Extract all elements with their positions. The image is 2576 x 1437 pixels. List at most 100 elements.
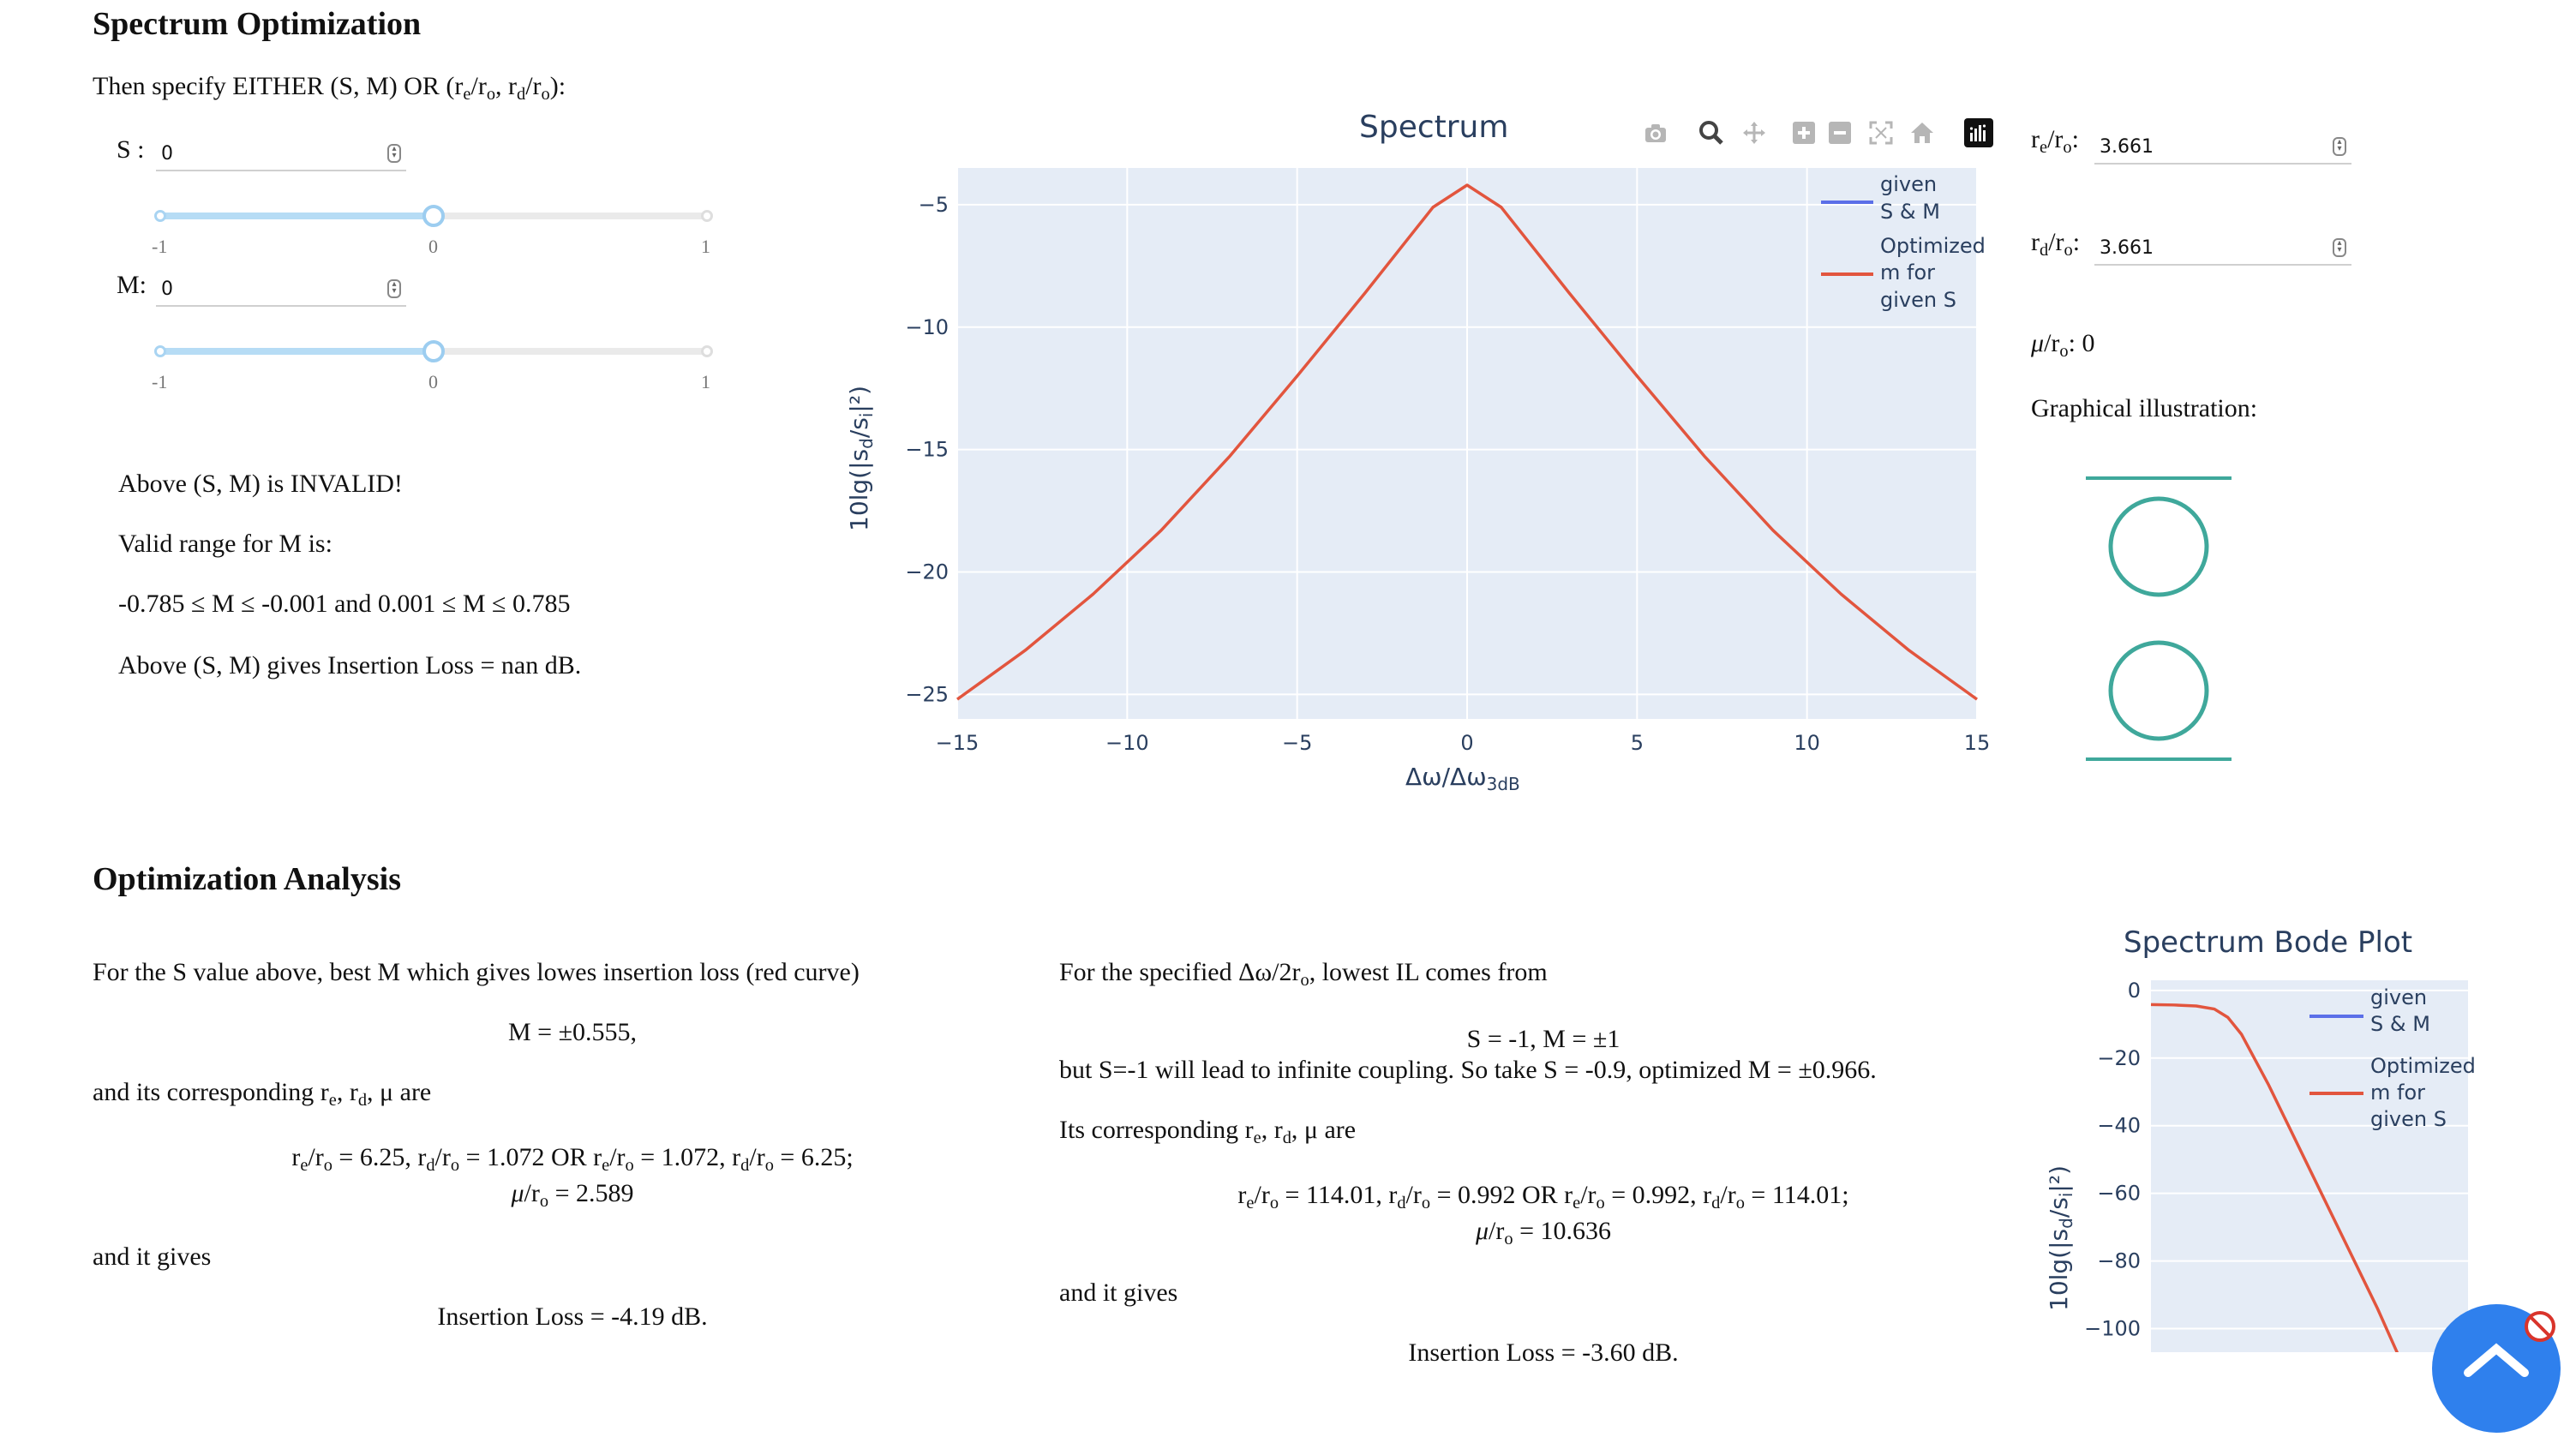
left-m-result: M = ±0.555,	[507, 1018, 638, 1046]
s-slider-handle[interactable]	[422, 205, 445, 227]
zoom-in-icon[interactable]	[1791, 120, 1817, 146]
re-ro-input[interactable]: 3.661 ▴ ▾	[2094, 130, 2351, 165]
mu-value: 2.589	[576, 1179, 634, 1207]
m-slider-max-label: 1	[701, 371, 710, 392]
m-label: M:	[117, 271, 147, 299]
spectrum-x-tick-label: 15	[1964, 731, 1991, 755]
intro-part: For the specified Δω/2r	[1059, 958, 1301, 986]
m-input-value: 0	[161, 278, 173, 300]
re-ro-label: re/ro:	[2031, 125, 2079, 157]
left-intro: For the S value above, best M which give…	[93, 958, 860, 986]
corr-part: and its corresponding r	[93, 1078, 329, 1106]
spectrum-x-tick-label: 10	[1794, 731, 1820, 755]
section-title-optimization-analysis: Optimization Analysis	[93, 861, 401, 897]
bode-legend-given-text-2: S & M	[2370, 1012, 2430, 1036]
ro-sub: o	[2064, 240, 2073, 260]
m-spinner-icon[interactable]: ▴ ▾	[387, 279, 401, 298]
spectrum-series-line	[956, 183, 1979, 701]
y-label-sub: i	[2056, 1193, 2076, 1198]
s-label: S :	[117, 135, 145, 164]
corr-part: , μ are	[1291, 1116, 1357, 1144]
instruction-sub: e	[463, 84, 471, 104]
x-label-main: Δω/Δω	[1405, 763, 1487, 791]
home-icon[interactable]	[1909, 120, 1935, 146]
corr-part: , r	[1261, 1116, 1283, 1144]
s-slider-max-dot	[701, 210, 713, 222]
ratio-part: 1.072, r	[661, 1143, 741, 1171]
corr-part: Its corresponding r	[1059, 1116, 1254, 1144]
spectrum-y-tick-label: −10	[905, 315, 949, 339]
spectrum-gridlines	[956, 168, 1978, 719]
mu-ro-readout: μ/ro: 0	[2031, 329, 2095, 361]
bode-chart[interactable]: 0 −20 −40 −60 −80 −100 given S & M Optimized …	[2022, 968, 2571, 1352]
rd-ro-label: rd/ro:	[2031, 228, 2081, 260]
bode-legend-given-text-1: given	[2370, 985, 2427, 1009]
ratio-part: 6.25, r	[359, 1143, 427, 1171]
ro-sub: o	[2059, 341, 2069, 361]
spectrum-x-ticks: −15 −10 −5 0 5 10 15	[936, 731, 1991, 755]
instruction-part: /r	[525, 72, 542, 100]
ro-part: /r	[2048, 228, 2064, 256]
s-slider-min-label: -1	[152, 236, 168, 257]
camera-icon[interactable]	[1643, 120, 1668, 146]
s-spinner-icon[interactable]: ▴ ▾	[387, 144, 401, 163]
rd-ro-spinner-icon[interactable]: ▴ ▾	[2333, 238, 2346, 257]
spectrum-x-tick-label: 0	[1460, 731, 1473, 755]
rd-ro-input[interactable]: 3.661 ▴ ▾	[2094, 231, 2351, 266]
zoom-icon[interactable]	[1698, 120, 1724, 146]
m-input[interactable]: 0 ▴ ▾	[156, 272, 406, 307]
bode-y-tick-label: −80	[2097, 1249, 2141, 1273]
ratio-part: 0.992, r	[1632, 1181, 1712, 1209]
spectrum-x-tick-label: −10	[1105, 731, 1149, 755]
re-ro-spinner-icon[interactable]: ▴ ▾	[2333, 137, 2346, 156]
y-label-part: /s	[2045, 1197, 2073, 1218]
ratio-part: 114.01, r	[1305, 1181, 1398, 1209]
rd-ro-value: 3.661	[2100, 237, 2154, 259]
spectrum-y-label: 10lg(|sd/si|²)	[845, 386, 877, 531]
right-insertion-loss: Insertion Loss = -3.60 dB.	[1408, 1338, 1679, 1367]
right-corr: Its corresponding re, rd, μ are	[1059, 1116, 1357, 1147]
mu-value: 10.636	[1540, 1217, 1612, 1245]
instruction-part: /r	[470, 72, 487, 100]
bode-legend-optimized-text-3: given S	[2370, 1107, 2447, 1131]
legend-optimized-text-3: given S	[1880, 288, 1956, 312]
spectrum-y-tick-label: −5	[919, 193, 949, 217]
s-slider-min-dot	[154, 210, 166, 222]
spectrum-x-label: Δω/Δω3dB	[1405, 763, 1520, 794]
bode-legend[interactable]: given S & M Optimized m for given S	[2309, 985, 2476, 1131]
y-label-part: |²)	[845, 386, 873, 413]
plotly-logo-icon[interactable]	[1964, 118, 1993, 147]
bode-series-line	[2150, 1003, 2399, 1352]
bode-y-tick-label: 0	[2128, 979, 2141, 1003]
bode-y-ticks: 0 −20 −40 −60 −80 −100	[2084, 979, 2141, 1341]
spectrum-series	[956, 183, 1979, 701]
bode-legend-optimized-text-1: Optimized	[2370, 1054, 2476, 1078]
spectrum-legend[interactable]: given S & M Optimized m for given S	[1821, 172, 1986, 312]
m-slider-fill	[159, 348, 434, 355]
pan-icon[interactable]	[1741, 120, 1767, 146]
bode-y-tick-label: −100	[2084, 1317, 2141, 1341]
instruction-part: , r	[495, 72, 518, 100]
spectrum-chart-title: Spectrum	[1359, 110, 1509, 145]
bode-y-tick-label: −60	[2097, 1182, 2141, 1206]
legend-given-text-2: S & M	[1880, 200, 1940, 224]
bode-chart-title: Spectrum Bode Plot	[2124, 925, 2413, 960]
legend-optimized-text-1: Optimized	[1880, 234, 1986, 258]
right-s-m: S = -1, M = ±1	[1466, 1025, 1620, 1053]
right-note: but S=-1 will lead to infinite coupling.…	[1059, 1056, 1877, 1084]
corr-part: , μ are	[367, 1078, 432, 1106]
spectrum-y-tick-label: −20	[905, 560, 949, 584]
s-input[interactable]: 0 ▴ ▾	[156, 137, 406, 171]
rd-part: r	[2031, 228, 2040, 256]
spectrum-chart[interactable]: −15 −10 −5 0 5 10 15 −5 −10 −15 −20 −25 given S & …	[823, 154, 2022, 805]
m-slider-min-dot	[154, 345, 166, 357]
bottom-ring-circle	[2108, 640, 2209, 741]
m-slider-handle[interactable]	[422, 340, 445, 362]
right-mu: μ/ro = 10.636	[1475, 1217, 1612, 1248]
block-icon[interactable]	[2525, 1311, 2555, 1342]
mu-value: 0	[2082, 329, 2095, 357]
zoom-out-icon[interactable]	[1827, 120, 1853, 146]
spectrum-y-ticks: −5 −10 −15 −20 −25	[905, 193, 949, 707]
autoscale-icon[interactable]	[1868, 120, 1894, 146]
y-label-part: 10lg(|s	[845, 449, 873, 531]
